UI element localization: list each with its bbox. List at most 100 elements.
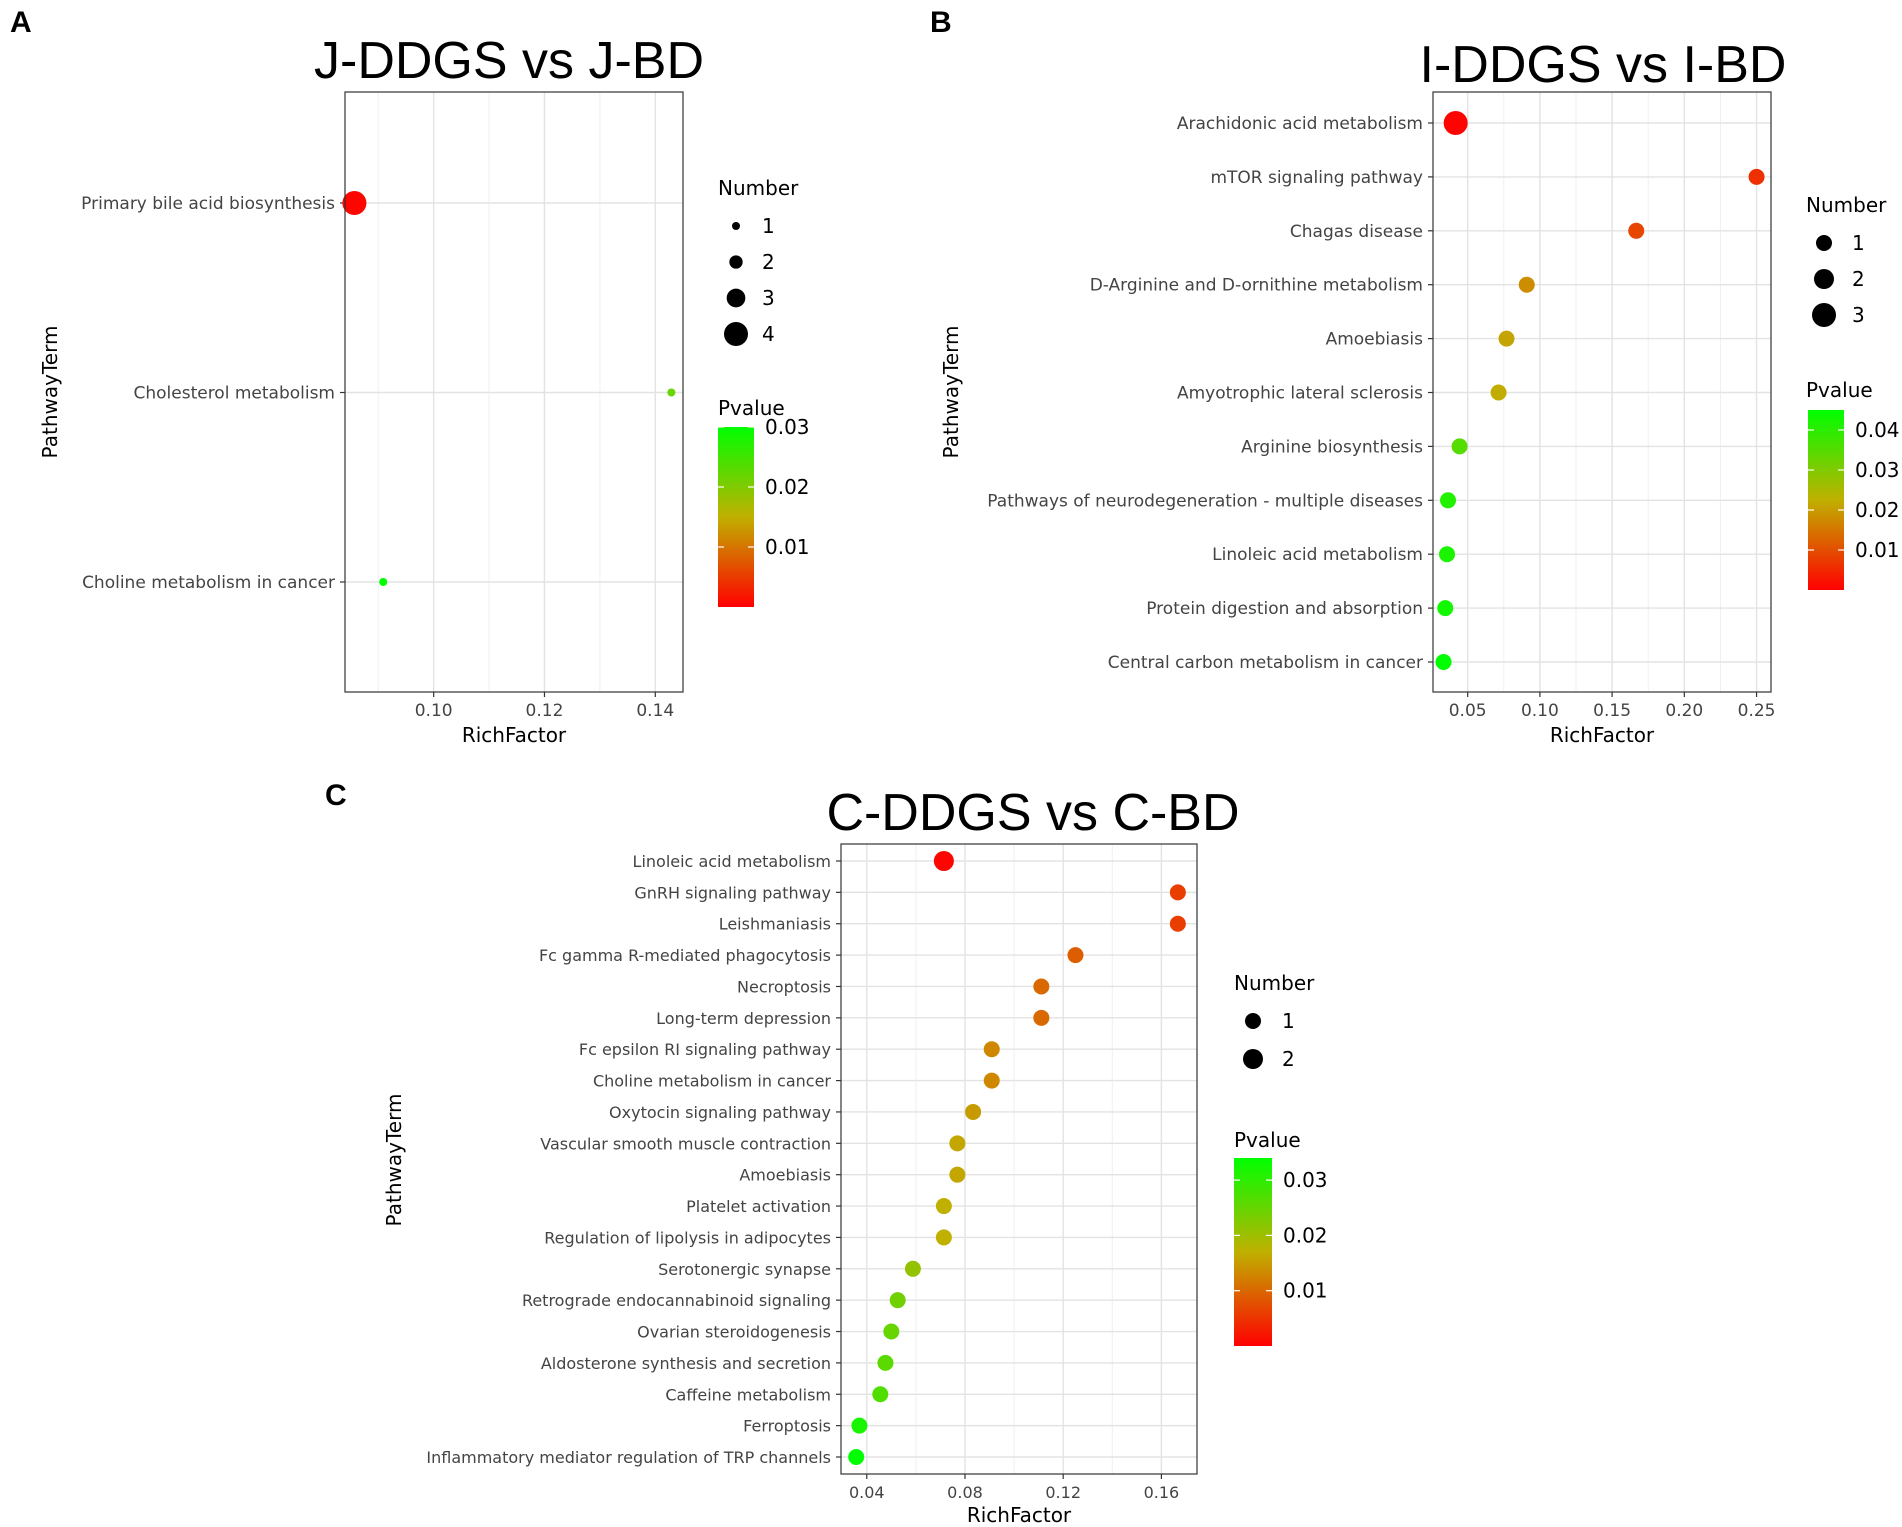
- data-point: [965, 1103, 982, 1120]
- pathway-term-label: Primary bile acid biosynthesis: [81, 194, 335, 214]
- panel-c-x-axis-label: RichFactor: [967, 1503, 1072, 1527]
- panel-c-grid: [841, 844, 1197, 1474]
- size-legend-dot: [1245, 1013, 1261, 1029]
- data-point: [1440, 492, 1457, 509]
- x-tick-label: 0.12: [526, 701, 564, 721]
- panel-a-marks: 0.10 0.12 0.14 Primary bile acid biosynthes…: [81, 191, 676, 721]
- panel-b-color-legend: 0.01 0.02 0.03 0.04: [1808, 418, 1900, 562]
- pathway-term-label: Amoebiasis: [1326, 330, 1424, 350]
- pathway-term-label: Linoleic acid metabolism: [1212, 545, 1423, 565]
- x-tick-label: 0.12: [1045, 1483, 1081, 1502]
- panel-a-grid: [345, 92, 683, 692]
- panel-c-color-legend-title: Pvalue: [1234, 1128, 1301, 1152]
- size-legend-dot: [1814, 269, 1834, 289]
- data-point: [1518, 276, 1535, 293]
- x-tick-label: 0.05: [1449, 701, 1487, 721]
- data-point: [933, 851, 954, 871]
- panel-b-size-legend: 1 2 3: [1812, 231, 1865, 327]
- panel-b-title: I-DDGS vs I-BD: [1420, 36, 1787, 94]
- panel-c-size-legend-title: Number: [1234, 971, 1315, 995]
- data-point: [1033, 1009, 1050, 1026]
- pathway-term-label: Choline metabolism in cancer: [82, 573, 335, 593]
- data-point: [935, 1198, 952, 1215]
- data-point: [983, 1072, 1000, 1089]
- panel-c-plot-border: [840, 843, 1198, 1475]
- pathway-term-label: Retrograde endocannabinoid signaling: [522, 1291, 831, 1310]
- size-legend-dot: [726, 288, 746, 308]
- pathway-term-label: Leishmaniasis: [719, 915, 831, 934]
- x-tick-label: 0.10: [415, 701, 453, 721]
- size-legend-dot: [1816, 235, 1832, 251]
- size-legend-label: 4: [762, 322, 775, 346]
- x-tick-label: 0.20: [1665, 701, 1703, 721]
- pathway-term-label: Amoebiasis: [739, 1166, 831, 1185]
- pathway-term-label: Arachidonic acid metabolism: [1177, 114, 1423, 134]
- size-legend-label: 1: [1282, 1009, 1295, 1033]
- x-tick-label: 0.16: [1144, 1483, 1180, 1502]
- data-point: [342, 191, 367, 215]
- panel-a-size-legend: 1 2 3 4: [724, 214, 775, 346]
- colorbar-tick-label: 0.01: [765, 535, 810, 559]
- panel-b-letter: B: [930, 6, 952, 39]
- panel-b-color-legend-title: Pvalue: [1806, 378, 1873, 402]
- data-point: [1435, 654, 1452, 670]
- pathway-term-label: Oxytocin signaling pathway: [609, 1103, 831, 1122]
- data-point: [1451, 438, 1468, 455]
- data-point: [1437, 600, 1454, 617]
- panel-b-size-legend-title: Number: [1806, 193, 1887, 217]
- size-legend-label: 3: [1852, 303, 1865, 327]
- panel-c-y-axis-label: PathwayTerm: [382, 1094, 406, 1227]
- x-tick-label: 0.15: [1593, 701, 1631, 721]
- x-tick-label: 0.14: [636, 701, 674, 721]
- size-legend-label: 2: [1852, 267, 1865, 291]
- panel-a-title: J-DDGS vs J-BD: [314, 32, 704, 90]
- pathway-term-label: Necroptosis: [737, 977, 831, 996]
- data-point: [1443, 111, 1468, 135]
- size-legend-label: 2: [762, 250, 775, 274]
- colorbar-tick-label: 0.02: [765, 475, 810, 499]
- data-point: [872, 1386, 889, 1403]
- pathway-term-label: Regulation of lipolysis in adipocytes: [544, 1228, 831, 1247]
- pathway-term-label: Aldosterone synthesis and secretion: [541, 1354, 831, 1373]
- panel-c-letter: C: [325, 779, 347, 812]
- pathway-term-label: Central carbon metabolism in cancer: [1108, 653, 1423, 673]
- panel-c-title: C-DDGS vs C-BD: [826, 784, 1239, 842]
- data-point: [949, 1135, 966, 1152]
- panel-a-y-axis-label: PathwayTerm: [38, 326, 62, 459]
- panel-c-marks: 0.04 0.08 0.12 0.16 Linoleic acid metabolism…: [426, 851, 1186, 1502]
- size-legend-dot: [1243, 1049, 1263, 1069]
- panel-b-y-axis-label: PathwayTerm: [939, 326, 963, 459]
- size-legend-dot: [1812, 303, 1836, 327]
- data-point: [667, 388, 676, 397]
- x-tick-label: 0.25: [1738, 701, 1776, 721]
- pathway-term-label: Arginine biosynthesis: [1241, 437, 1423, 457]
- data-point: [904, 1260, 921, 1277]
- pathway-term-label: Ovarian steroidogenesis: [637, 1323, 831, 1342]
- data-point: [889, 1292, 906, 1309]
- pathway-term-label: Vascular smooth muscle contraction: [540, 1134, 831, 1153]
- colorbar-tick-label: 0.02: [1855, 498, 1900, 522]
- colorbar-tick-label: 0.04: [1855, 418, 1900, 442]
- pathway-term-label: Cholesterol metabolism: [133, 384, 335, 404]
- pathway-term-label: D-Arginine and D-ornithine metabolism: [1090, 276, 1423, 296]
- pathway-term-label: Chagas disease: [1290, 222, 1423, 242]
- panel-a-size-legend-title: Number: [718, 176, 799, 200]
- size-legend-dot: [732, 222, 740, 230]
- pathway-term-label: Fc epsilon RI signaling pathway: [579, 1040, 831, 1059]
- panel-c-size-legend: 12: [1243, 1009, 1295, 1071]
- data-point: [935, 1229, 952, 1246]
- panel-b-plot-border: [1432, 91, 1772, 693]
- colorbar-tick-label: 0.03: [765, 415, 810, 439]
- colorbar-tick-label: 0.01: [1283, 1279, 1328, 1303]
- pathway-term-label: Caffeine metabolism: [665, 1385, 831, 1404]
- panel-a: A J-DDGS vs J-BD 0.10 0.12 0.14 Primary bil…: [10, 6, 810, 747]
- pathway-term-label: Protein digestion and absorption: [1146, 599, 1423, 619]
- data-point: [848, 1449, 865, 1465]
- data-point: [851, 1417, 868, 1434]
- panel-c: C C-DDGS vs C-BD 0.04 0.08 0.12 0.16 Linolei…: [325, 779, 1328, 1527]
- panel-b: B I-DDGS vs I-BD 0.05 0.10 0.15 0.20 0.25 Ara…: [930, 6, 1900, 747]
- data-point: [877, 1354, 894, 1371]
- data-point: [949, 1166, 966, 1183]
- pathway-term-label: Pathways of neurodegeneration - multiple…: [987, 491, 1423, 511]
